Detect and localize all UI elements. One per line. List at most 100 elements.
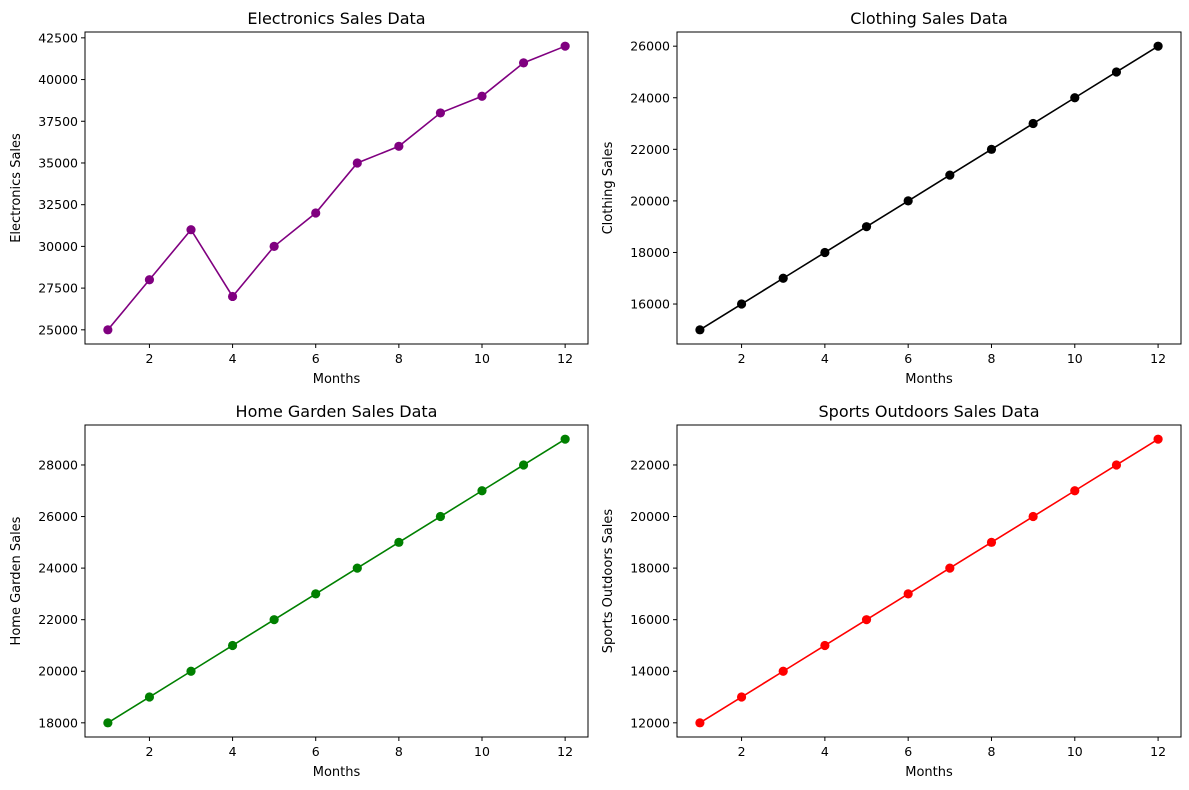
y-tick-label: 28000 [38, 457, 78, 472]
data-point [518, 460, 529, 470]
x-tick-label: 2 [738, 744, 746, 759]
y-tick-label: 22000 [630, 457, 670, 472]
data-point [186, 666, 196, 676]
y-tick-label: 25000 [38, 322, 78, 337]
data-point [352, 563, 362, 573]
data-point [1153, 434, 1163, 444]
y-tick-label: 22000 [630, 142, 670, 157]
series-line [107, 45, 566, 331]
x-axis-label: Months [905, 765, 953, 780]
x-tick-label: 8 [395, 351, 403, 366]
x-tick-label: 2 [145, 744, 153, 759]
x-tick-label: 10 [1067, 351, 1083, 366]
data-point [778, 273, 788, 283]
y-tick-label: 27500 [38, 281, 78, 296]
data-point [435, 108, 446, 118]
y-axis-label: Sports Outdoors Sales [601, 509, 616, 654]
data-point [103, 325, 113, 335]
y-tick-label: 18000 [630, 245, 670, 260]
data-point [560, 41, 570, 51]
data-point [144, 275, 155, 285]
x-tick-label: 2 [145, 351, 153, 366]
data-point [227, 640, 238, 651]
data-point [1153, 41, 1163, 51]
data-point [103, 718, 113, 728]
y-tick-label: 16000 [630, 612, 670, 627]
series-line [699, 45, 1159, 331]
plot-area [84, 31, 589, 345]
data-point [477, 91, 487, 101]
data-point [736, 692, 747, 702]
data-point [435, 511, 446, 522]
data-point [695, 325, 705, 335]
data-point [986, 144, 997, 154]
data-point [311, 589, 321, 599]
data-point [352, 158, 362, 168]
data-point [820, 640, 830, 651]
x-tick-label: 8 [988, 744, 996, 759]
data-point [560, 434, 570, 444]
data-point [186, 225, 196, 235]
y-tick-label: 30000 [38, 239, 78, 254]
y-tick-label: 37500 [38, 114, 78, 129]
data-point [695, 718, 705, 728]
x-tick-label: 12 [1150, 744, 1166, 759]
x-tick-label: 8 [395, 744, 403, 759]
y-tick-label: 26000 [630, 39, 670, 54]
y-tick-label: 24000 [630, 90, 670, 105]
electronics-chart-panel: Electronics Sales Data Months Electronic… [9, 9, 589, 387]
series-line [699, 438, 1159, 724]
x-tick-label: 10 [1067, 744, 1083, 759]
x-axis-label: Months [313, 765, 361, 780]
home-garden-chart-panel: Home Garden Sales Data Months Home Garde… [9, 402, 589, 780]
y-tick-label: 12000 [630, 715, 670, 730]
y-tick-label: 32500 [38, 197, 78, 212]
data-point [394, 141, 404, 151]
data-point [477, 486, 487, 496]
y-tick-label: 35000 [38, 155, 78, 170]
data-point [820, 247, 830, 258]
x-tick-label: 4 [229, 744, 237, 759]
plot-area [84, 424, 589, 738]
data-point [1111, 67, 1122, 77]
y-tick-label: 22000 [38, 612, 78, 627]
data-point [861, 615, 872, 625]
plot-area [676, 31, 1182, 345]
y-tick-label: 20000 [630, 193, 670, 208]
data-point [311, 208, 321, 218]
data-point [736, 299, 747, 309]
data-point [144, 692, 155, 702]
y-axis-label: Clothing Sales [601, 141, 616, 234]
data-point [778, 666, 788, 676]
data-point [1111, 460, 1122, 470]
data-point [945, 170, 955, 180]
data-point [518, 58, 529, 68]
y-tick-label: 42500 [38, 30, 78, 45]
x-tick-label: 4 [821, 744, 829, 759]
x-tick-label: 12 [557, 744, 573, 759]
x-tick-label: 12 [1150, 351, 1166, 366]
y-tick-label: 18000 [38, 715, 78, 730]
chart-title: Clothing Sales Data [850, 9, 1008, 28]
data-point [903, 589, 913, 599]
sports-outdoors-chart-panel: Sports Outdoors Sales Data Months Sports… [601, 402, 1182, 780]
x-tick-label: 10 [474, 744, 490, 759]
data-point [269, 241, 279, 251]
data-point [269, 615, 279, 625]
x-tick-label: 4 [229, 351, 237, 366]
chart-title: Electronics Sales Data [247, 9, 425, 28]
x-tick-label: 8 [988, 351, 996, 366]
chart-title: Home Garden Sales Data [236, 402, 438, 421]
y-tick-label: 14000 [630, 664, 670, 679]
x-tick-label: 6 [904, 744, 912, 759]
x-axis-label: Months [313, 372, 361, 387]
x-tick-label: 2 [738, 351, 746, 366]
x-tick-label: 10 [474, 351, 490, 366]
x-tick-label: 6 [904, 351, 912, 366]
data-point [903, 196, 913, 206]
x-tick-label: 12 [557, 351, 573, 366]
clothing-chart-panel: Clothing Sales Data Months Clothing Sale… [601, 9, 1182, 387]
y-tick-label: 20000 [630, 509, 670, 524]
data-point [1070, 486, 1080, 496]
